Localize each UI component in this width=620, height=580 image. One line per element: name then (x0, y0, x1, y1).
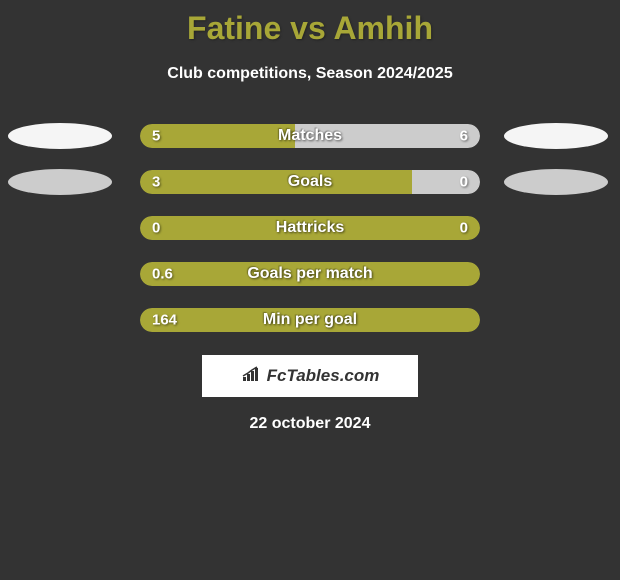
stat-row: 3 0 Goals (0, 159, 620, 205)
stat-row: 5 6 Matches (0, 113, 620, 159)
stat-label: Min per goal (263, 311, 357, 329)
watermark: FcTables.com (202, 355, 418, 397)
page-subtitle: Club competitions, Season 2024/2025 (0, 65, 620, 83)
left-team-ellipse (8, 123, 112, 149)
stat-left-value: 164 (152, 312, 177, 329)
stat-label: Hattricks (276, 219, 344, 237)
right-team-ellipse (504, 123, 608, 149)
left-team-ellipse (8, 169, 112, 195)
watermark-text: FcTables.com (267, 366, 380, 386)
stat-label: Matches (278, 127, 342, 145)
bar-left-fill (140, 170, 412, 194)
stat-bar: 5 6 Matches (140, 124, 480, 148)
stat-right-value: 0 (460, 220, 468, 237)
stat-left-value: 0.6 (152, 266, 173, 283)
stats-rows: 5 6 Matches 3 0 Goals 0 0 Hattricks 0.6 Goals per … (0, 113, 620, 343)
stat-left-value: 5 (152, 128, 160, 145)
stat-row: 164 Min per goal (0, 297, 620, 343)
stat-label: Goals per match (247, 265, 372, 283)
stat-right-value: 6 (460, 128, 468, 145)
date-label: 22 october 2024 (0, 415, 620, 433)
stat-row: 0.6 Goals per match (0, 251, 620, 297)
stat-label: Goals (288, 173, 332, 191)
stat-left-value: 3 (152, 174, 160, 191)
stat-left-value: 0 (152, 220, 160, 237)
stat-right-value: 0 (460, 174, 468, 191)
page-title: Fatine vs Amhih (0, 0, 620, 47)
stat-bar: 0.6 Goals per match (140, 262, 480, 286)
bar-left-fill (140, 124, 295, 148)
bar-right-fill (412, 170, 480, 194)
stat-bar: 164 Min per goal (140, 308, 480, 332)
right-team-ellipse (504, 169, 608, 195)
chart-icon (241, 365, 263, 388)
stat-bar: 0 0 Hattricks (140, 216, 480, 240)
stat-bar: 3 0 Goals (140, 170, 480, 194)
stat-row: 0 0 Hattricks (0, 205, 620, 251)
watermark-label: FcTables.com (241, 365, 380, 388)
